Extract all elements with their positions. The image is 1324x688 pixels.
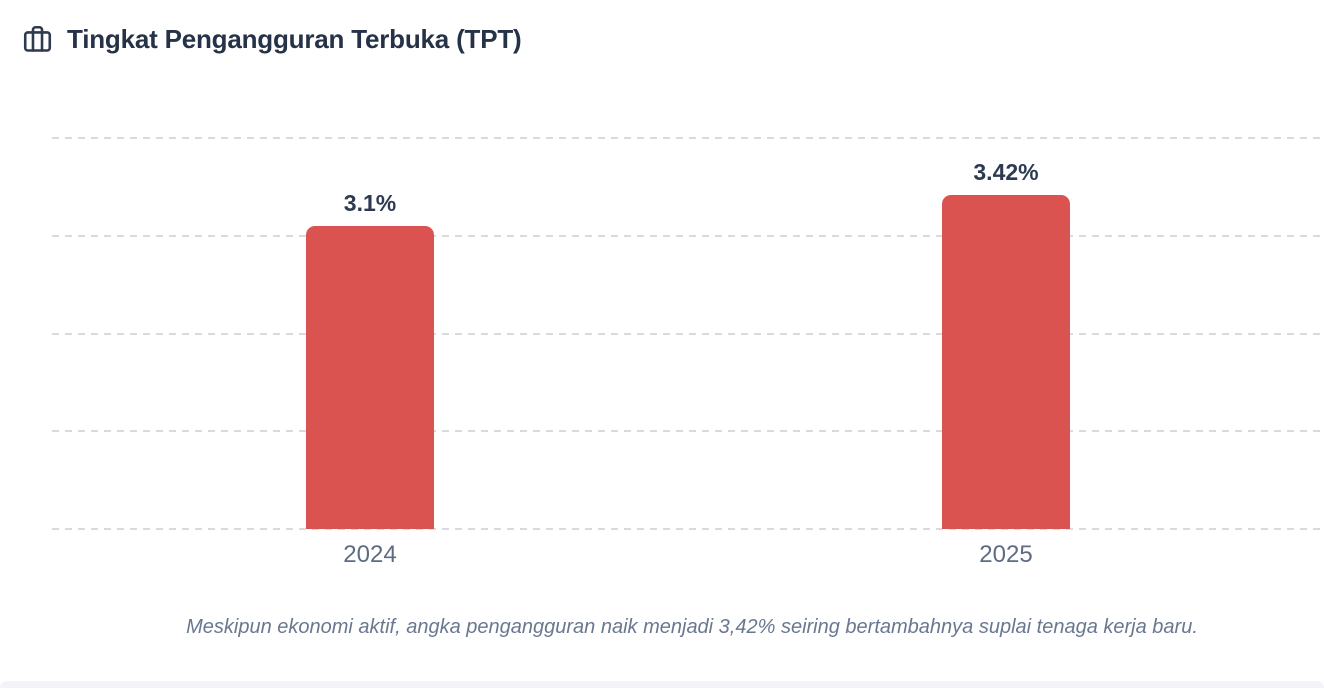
- bar-group-2024: 3.1% 2024: [52, 110, 688, 568]
- bar-group-2025: 3.42% 2025: [688, 110, 1324, 568]
- gridline: [52, 137, 1324, 140]
- chart-title: Tingkat Pengangguran Terbuka (TPT): [67, 24, 522, 54]
- value-label-2025: 3.42%: [973, 158, 1039, 185]
- gridline: [52, 332, 1324, 335]
- x-tick-2024: 2024: [343, 541, 397, 568]
- briefcase-icon: [22, 24, 53, 55]
- bar-bands: 3.1% 2024 3.42% 2025: [52, 110, 1324, 568]
- chart-caption: Meskipun ekonomi aktif, angka penganggur…: [186, 616, 1198, 638]
- gridline: [52, 430, 1324, 433]
- card-header: Tingkat Pengangguran Terbuka (TPT): [22, 24, 522, 55]
- value-label-2024: 3.1%: [343, 190, 397, 217]
- x-tick-2025: 2025: [979, 541, 1033, 568]
- bar-2025[interactable]: [942, 194, 1070, 529]
- bar-2024[interactable]: [306, 226, 434, 529]
- next-section-edge: [0, 681, 1324, 688]
- gridline: [52, 528, 1324, 530]
- bar-chart: 3.1% 2024 3.42% 2025: [52, 110, 1324, 568]
- gridline: [52, 235, 1324, 237]
